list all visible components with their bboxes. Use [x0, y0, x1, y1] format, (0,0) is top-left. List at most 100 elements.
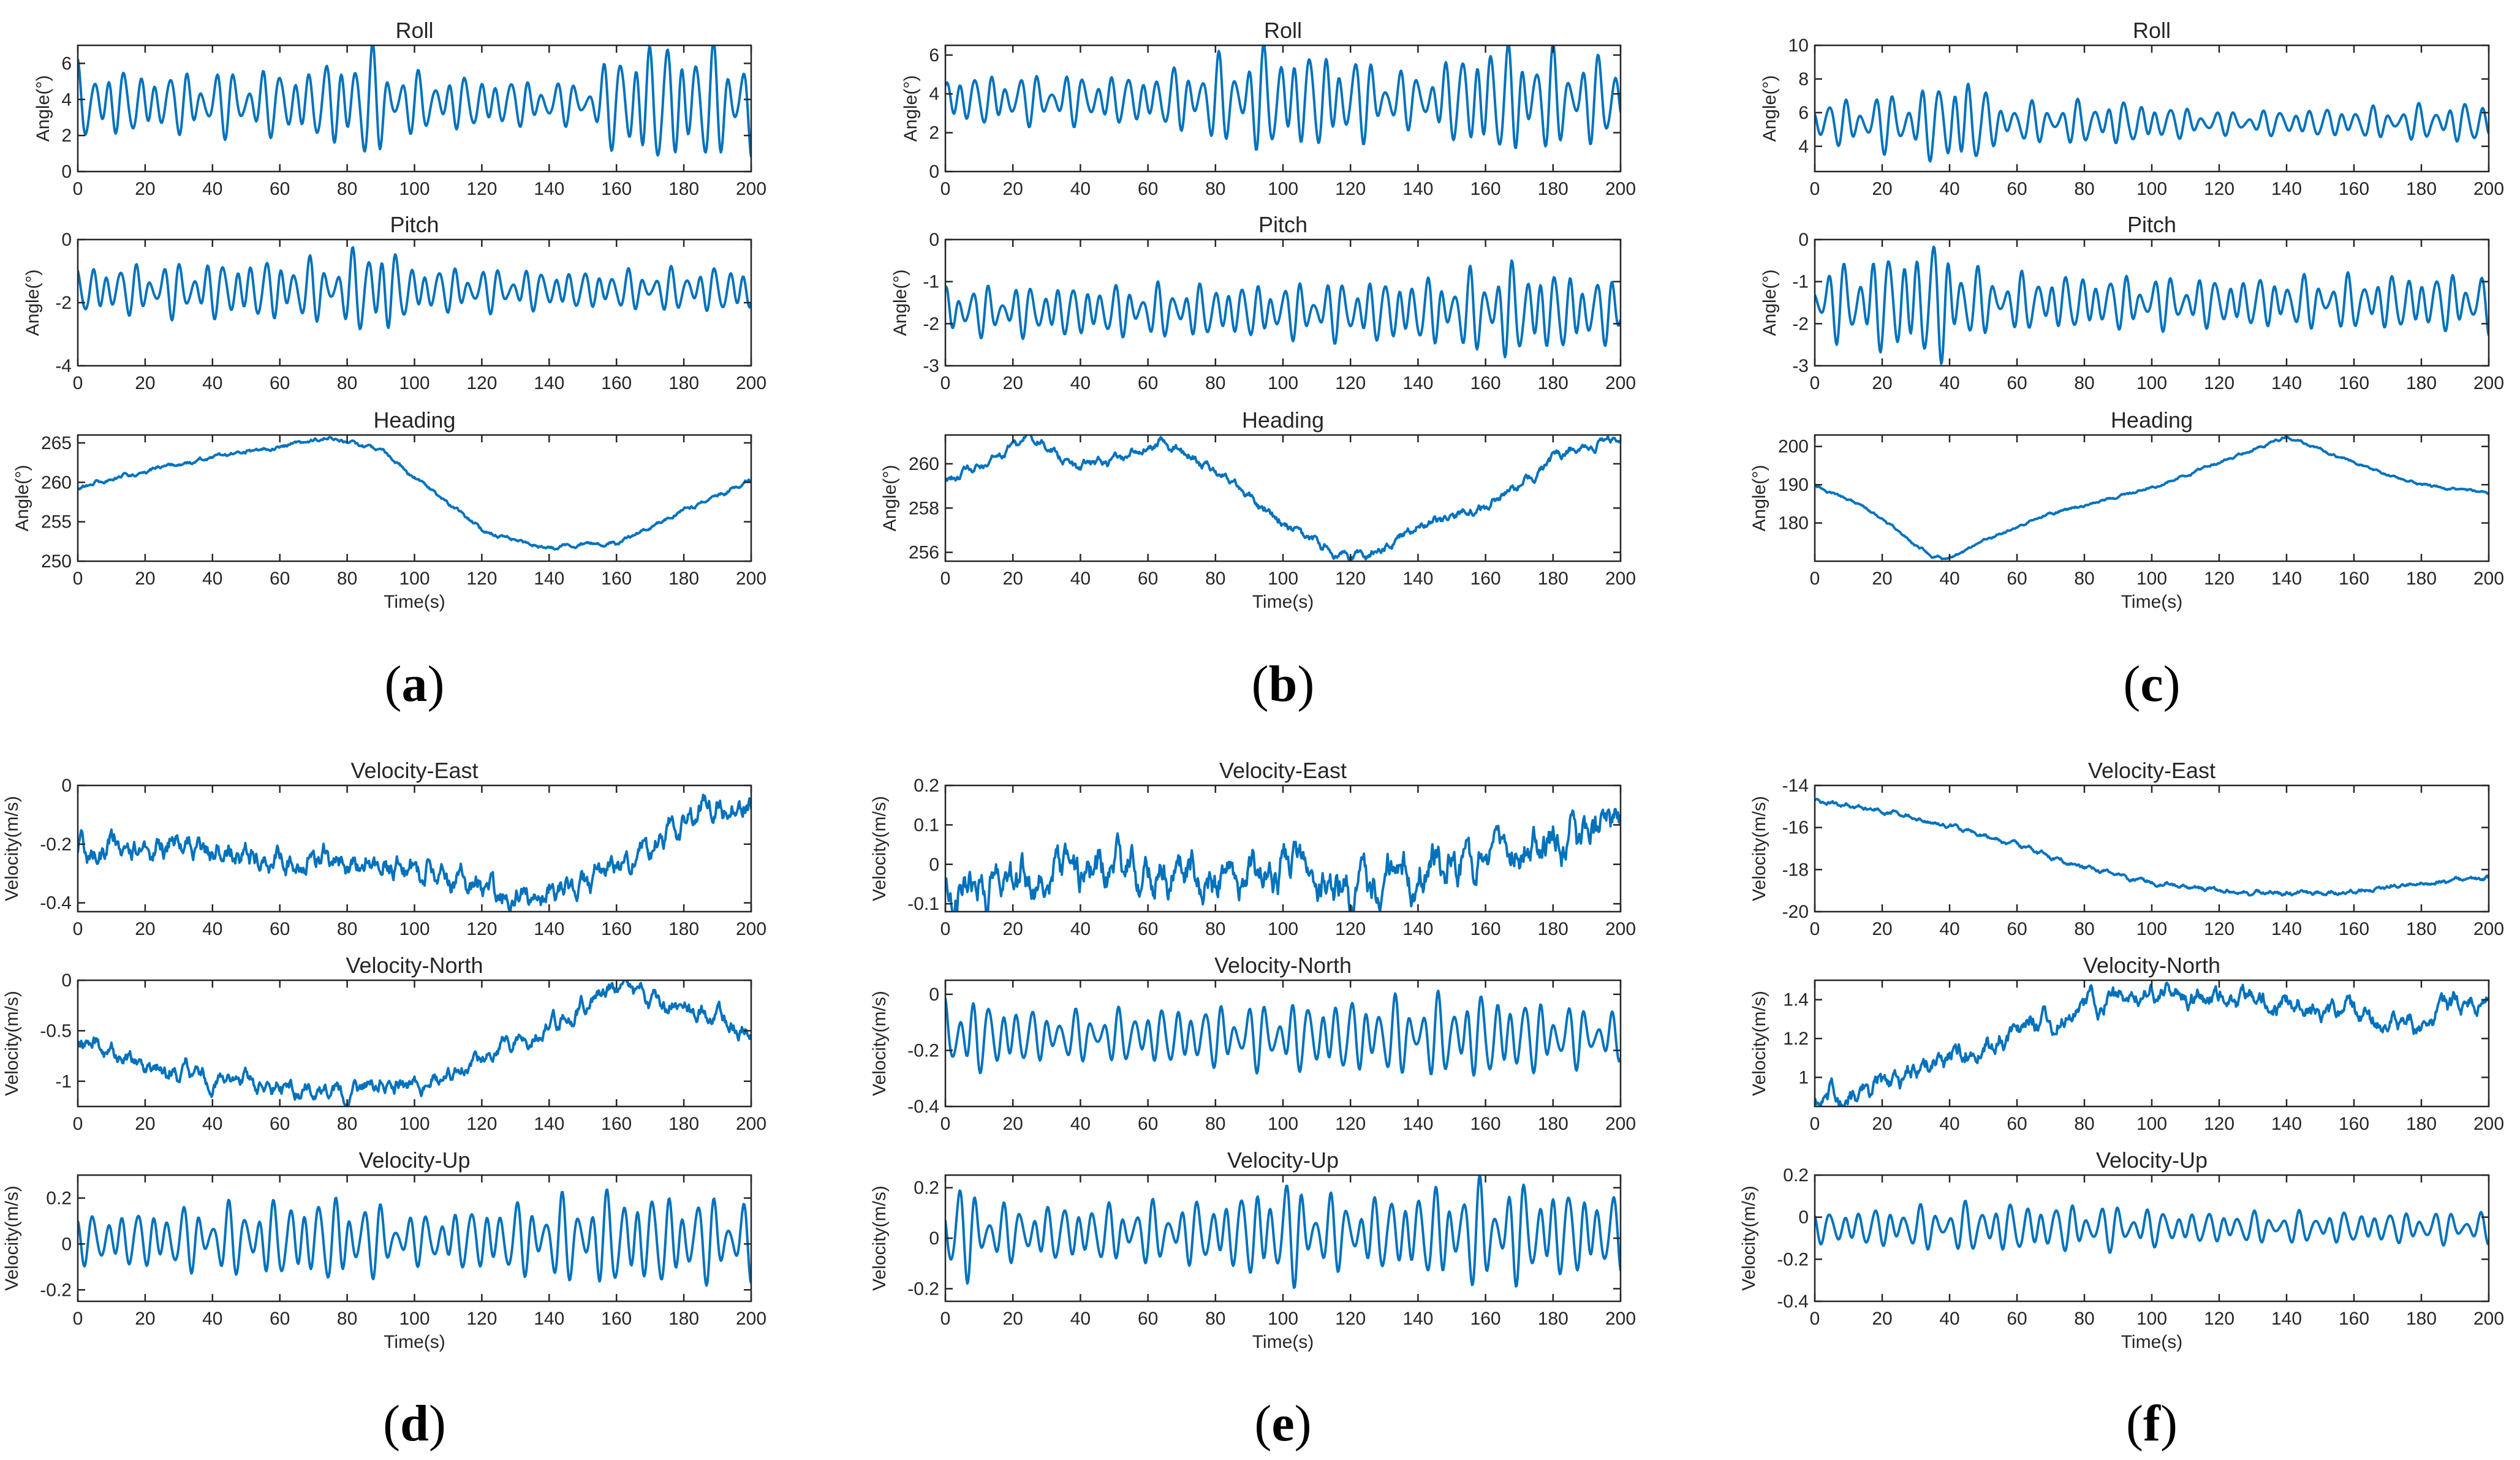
y-tick-label: 0 [61, 970, 72, 991]
y-tick-label: 0 [1798, 230, 1809, 250]
y-tick-label: 0.2 [1783, 1165, 1809, 1186]
x-tick-label: 120 [466, 373, 497, 393]
x-tick-label: 200 [2473, 569, 2504, 589]
x-axis-label: Time(s) [384, 592, 445, 612]
x-tick-label: 180 [1538, 919, 1568, 939]
x-tick-label: 140 [534, 1114, 564, 1134]
chart-title: Roll [2133, 18, 2171, 43]
x-tick-label: 60 [1138, 569, 1158, 589]
y-tick-label: -16 [1782, 818, 1809, 838]
y-tick-label: 1.2 [1783, 1029, 1809, 1049]
y-tick-label: 250 [41, 551, 72, 572]
x-tick-label: 60 [270, 1309, 290, 1329]
x-tick-label: 180 [668, 1309, 699, 1329]
x-tick-label: 80 [1205, 919, 1225, 939]
x-tick-label: 140 [2271, 569, 2302, 589]
x-tick-label: 160 [1470, 179, 1501, 199]
panel-caption-d: (d) [383, 1395, 446, 1452]
x-tick-label: 100 [1268, 919, 1298, 939]
x-tick-label: 160 [2339, 569, 2369, 589]
x-tick-label: 60 [2007, 1309, 2027, 1329]
x-tick-label: 200 [1605, 179, 1636, 199]
y-tick-label: 0 [929, 855, 939, 875]
chart-title: Velocity-Up [1227, 1148, 1339, 1173]
x-tick-label: 0 [940, 919, 951, 939]
x-axis-label: Time(s) [1252, 1332, 1314, 1352]
x-tick-label: 40 [1939, 179, 1959, 199]
x-tick-label: 40 [1070, 179, 1091, 199]
x-tick-label: 140 [2271, 373, 2302, 393]
chart-title: Heading [2111, 407, 2193, 433]
chart-title: Pitch [1258, 212, 1307, 237]
panel-caption-b: (b) [1251, 656, 1315, 713]
x-tick-label: 60 [1138, 373, 1158, 393]
x-tick-label: 180 [2406, 1309, 2437, 1329]
y-tick-label: 0 [1798, 1208, 1809, 1228]
x-tick-label: 0 [1810, 1309, 1820, 1329]
y-tick-label: -2 [1792, 314, 1809, 334]
x-tick-label: 120 [466, 1114, 497, 1134]
y-tick-label: 1 [1798, 1067, 1809, 1087]
x-tick-label: 100 [399, 373, 429, 393]
x-tick-label: 180 [668, 919, 699, 939]
x-tick-label: 40 [1939, 569, 1959, 589]
x-tick-label: 140 [534, 919, 564, 939]
x-tick-label: 20 [1872, 373, 1892, 393]
x-tick-label: 180 [668, 179, 699, 199]
panel-label: f [2143, 1395, 2160, 1452]
y-axis-label: Velocity(m/s) [2, 796, 22, 901]
y-axis-label: Angle(°) [1749, 465, 1769, 532]
x-tick-label: 40 [1070, 1114, 1091, 1134]
y-tick-label: 6 [1798, 103, 1809, 123]
y-tick-label: 265 [41, 433, 72, 453]
series-line [78, 246, 751, 330]
chart-b-0: 0 20 40 60 80 100 120 140 160 180 200 0 2 4 6 Roll Angle… [901, 18, 1636, 199]
y-tick-label: 0 [929, 985, 939, 1005]
y-axis-label: Angle(°) [890, 270, 910, 336]
x-tick-label: 160 [2339, 1309, 2369, 1329]
y-axis-label: Velocity(m/s) [869, 991, 890, 1096]
chart-title: Velocity-North [1214, 953, 1352, 978]
x-tick-label: 160 [1470, 569, 1501, 589]
x-tick-label: 60 [270, 1114, 290, 1134]
panel-label: c [2140, 656, 2163, 713]
x-tick-label: 0 [1810, 373, 1820, 393]
x-tick-label: 80 [1205, 179, 1225, 199]
x-tick-label: 0 [73, 373, 83, 393]
x-tick-label: 120 [2204, 1309, 2234, 1329]
series-line [945, 989, 1621, 1077]
y-tick-label: 260 [909, 454, 939, 474]
x-tick-label: 60 [270, 373, 290, 393]
series-line [1815, 245, 2489, 365]
chart-e-0: 0 20 40 60 80 100 120 140 160 180 200-0.100.10.2Ve… [869, 758, 1636, 939]
x-tick-label: 80 [1205, 1309, 1225, 1329]
x-tick-label: 180 [1538, 179, 1568, 199]
chart-title: Velocity-North [2083, 953, 2220, 978]
x-tick-label: 140 [2271, 919, 2302, 939]
x-tick-label: 160 [601, 919, 632, 939]
series-line [945, 435, 1621, 561]
y-tick-label: -0.2 [907, 1279, 939, 1299]
x-tick-label: 100 [2136, 179, 2167, 199]
x-tick-label: 20 [1872, 179, 1892, 199]
y-tick-label: 0 [929, 1228, 939, 1249]
series-line [1815, 435, 2489, 561]
x-tick-label: 140 [2271, 179, 2302, 199]
x-tick-label: 100 [399, 569, 429, 589]
x-tick-label: 200 [2473, 1114, 2504, 1134]
axes-box [944, 434, 1622, 562]
x-tick-label: 60 [270, 569, 290, 589]
x-tick-label: 0 [73, 179, 83, 199]
y-axis-label: Angle(°) [1760, 75, 1780, 142]
x-tick-label: 180 [1538, 1114, 1568, 1134]
y-tick-label: 0.2 [914, 776, 939, 796]
y-tick-label: -0.1 [907, 894, 939, 914]
axes-box [1814, 44, 2490, 173]
x-tick-label: 40 [202, 179, 222, 199]
y-tick-label: -3 [923, 356, 939, 376]
y-axis-label: Velocity(m/s) [1739, 1186, 1759, 1291]
x-tick-label: 60 [2007, 569, 2027, 589]
x-tick-label: 180 [2406, 919, 2437, 939]
y-axis-label: Velocity(m/s) [1749, 796, 1769, 901]
x-tick-label: 120 [2204, 569, 2234, 589]
